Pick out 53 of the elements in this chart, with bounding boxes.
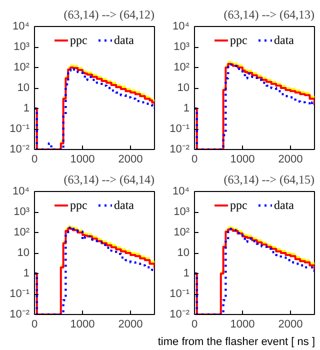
- legend-label: data: [274, 198, 294, 212]
- x-tick-label: 1000: [70, 154, 95, 166]
- y-tick-label: 10⁻¹: [10, 123, 30, 135]
- x-tick-label: 0: [191, 154, 198, 166]
- y-tick-label: 10²: [14, 62, 30, 74]
- y-tick-label: 10⁻²: [10, 308, 30, 320]
- y-tick-label: 10: [17, 82, 30, 94]
- x-tick-label: 1000: [70, 318, 95, 330]
- y-tick-label: 10³: [14, 41, 30, 53]
- legend-label: data: [274, 32, 294, 48]
- legend-label: data: [114, 32, 134, 48]
- x-axis-title: time from the flasher event [ ns ]: [158, 335, 315, 350]
- legend-label: ppc: [70, 32, 88, 48]
- y-tick-label: 1: [23, 102, 30, 114]
- x-tick-label: 2000: [278, 154, 303, 166]
- x-tick-label: 0: [191, 318, 198, 330]
- chart-title: (63,14) --> (64,13): [224, 8, 315, 22]
- legend-label: ppc: [70, 198, 88, 212]
- y-tick-label: 10⁻¹: [170, 288, 190, 300]
- y-tick-label: 10⁻²: [170, 144, 190, 156]
- y-tick-label: 10⁻¹: [170, 123, 190, 135]
- legend-label: data: [114, 198, 134, 212]
- y-tick-label: 10⁻¹: [10, 288, 30, 300]
- y-tick-label: 10³: [14, 206, 30, 218]
- y-tick-label: 10²: [14, 226, 30, 238]
- x-tick-label: 2000: [278, 318, 303, 330]
- y-tick-label: 10³: [174, 41, 190, 53]
- y-tick-label: 10³: [174, 206, 190, 218]
- y-tick-label: 1: [183, 268, 190, 280]
- y-tick-label: 10²: [174, 226, 190, 238]
- x-tick-label: 0: [31, 318, 38, 330]
- series-label: ppc: [230, 32, 248, 48]
- y-tick-label: 10⁴: [172, 20, 190, 32]
- y-tick-label: 1: [23, 268, 30, 280]
- y-tick-label: 10⁴: [12, 20, 30, 32]
- x-tick-label: 0: [31, 154, 38, 166]
- y-tick-label: 10⁴: [12, 186, 30, 198]
- y-tick-label: 10: [177, 247, 190, 259]
- chart-title: (63,14) --> (64,14): [64, 172, 155, 186]
- y-tick-label: 10⁻²: [170, 308, 190, 320]
- y-tick-label: 10: [177, 82, 190, 94]
- x-tick-label: 1000: [230, 318, 255, 330]
- y-tick-label: 1: [183, 102, 190, 114]
- chart-title: (63,14) --> (64,15): [224, 172, 315, 186]
- y-tick-label: 10²: [174, 62, 190, 74]
- chart-title: (63,14) --> (64,12): [64, 8, 155, 22]
- y-tick-label: 10⁻²: [10, 144, 30, 156]
- x-tick-label: 2000: [118, 318, 143, 330]
- x-tick-label: 1000: [230, 154, 255, 166]
- series-label: ppc: [230, 198, 248, 212]
- y-tick-label: 10: [17, 247, 30, 259]
- y-tick-label: 10⁴: [172, 186, 190, 198]
- x-tick-label: 2000: [118, 154, 143, 166]
